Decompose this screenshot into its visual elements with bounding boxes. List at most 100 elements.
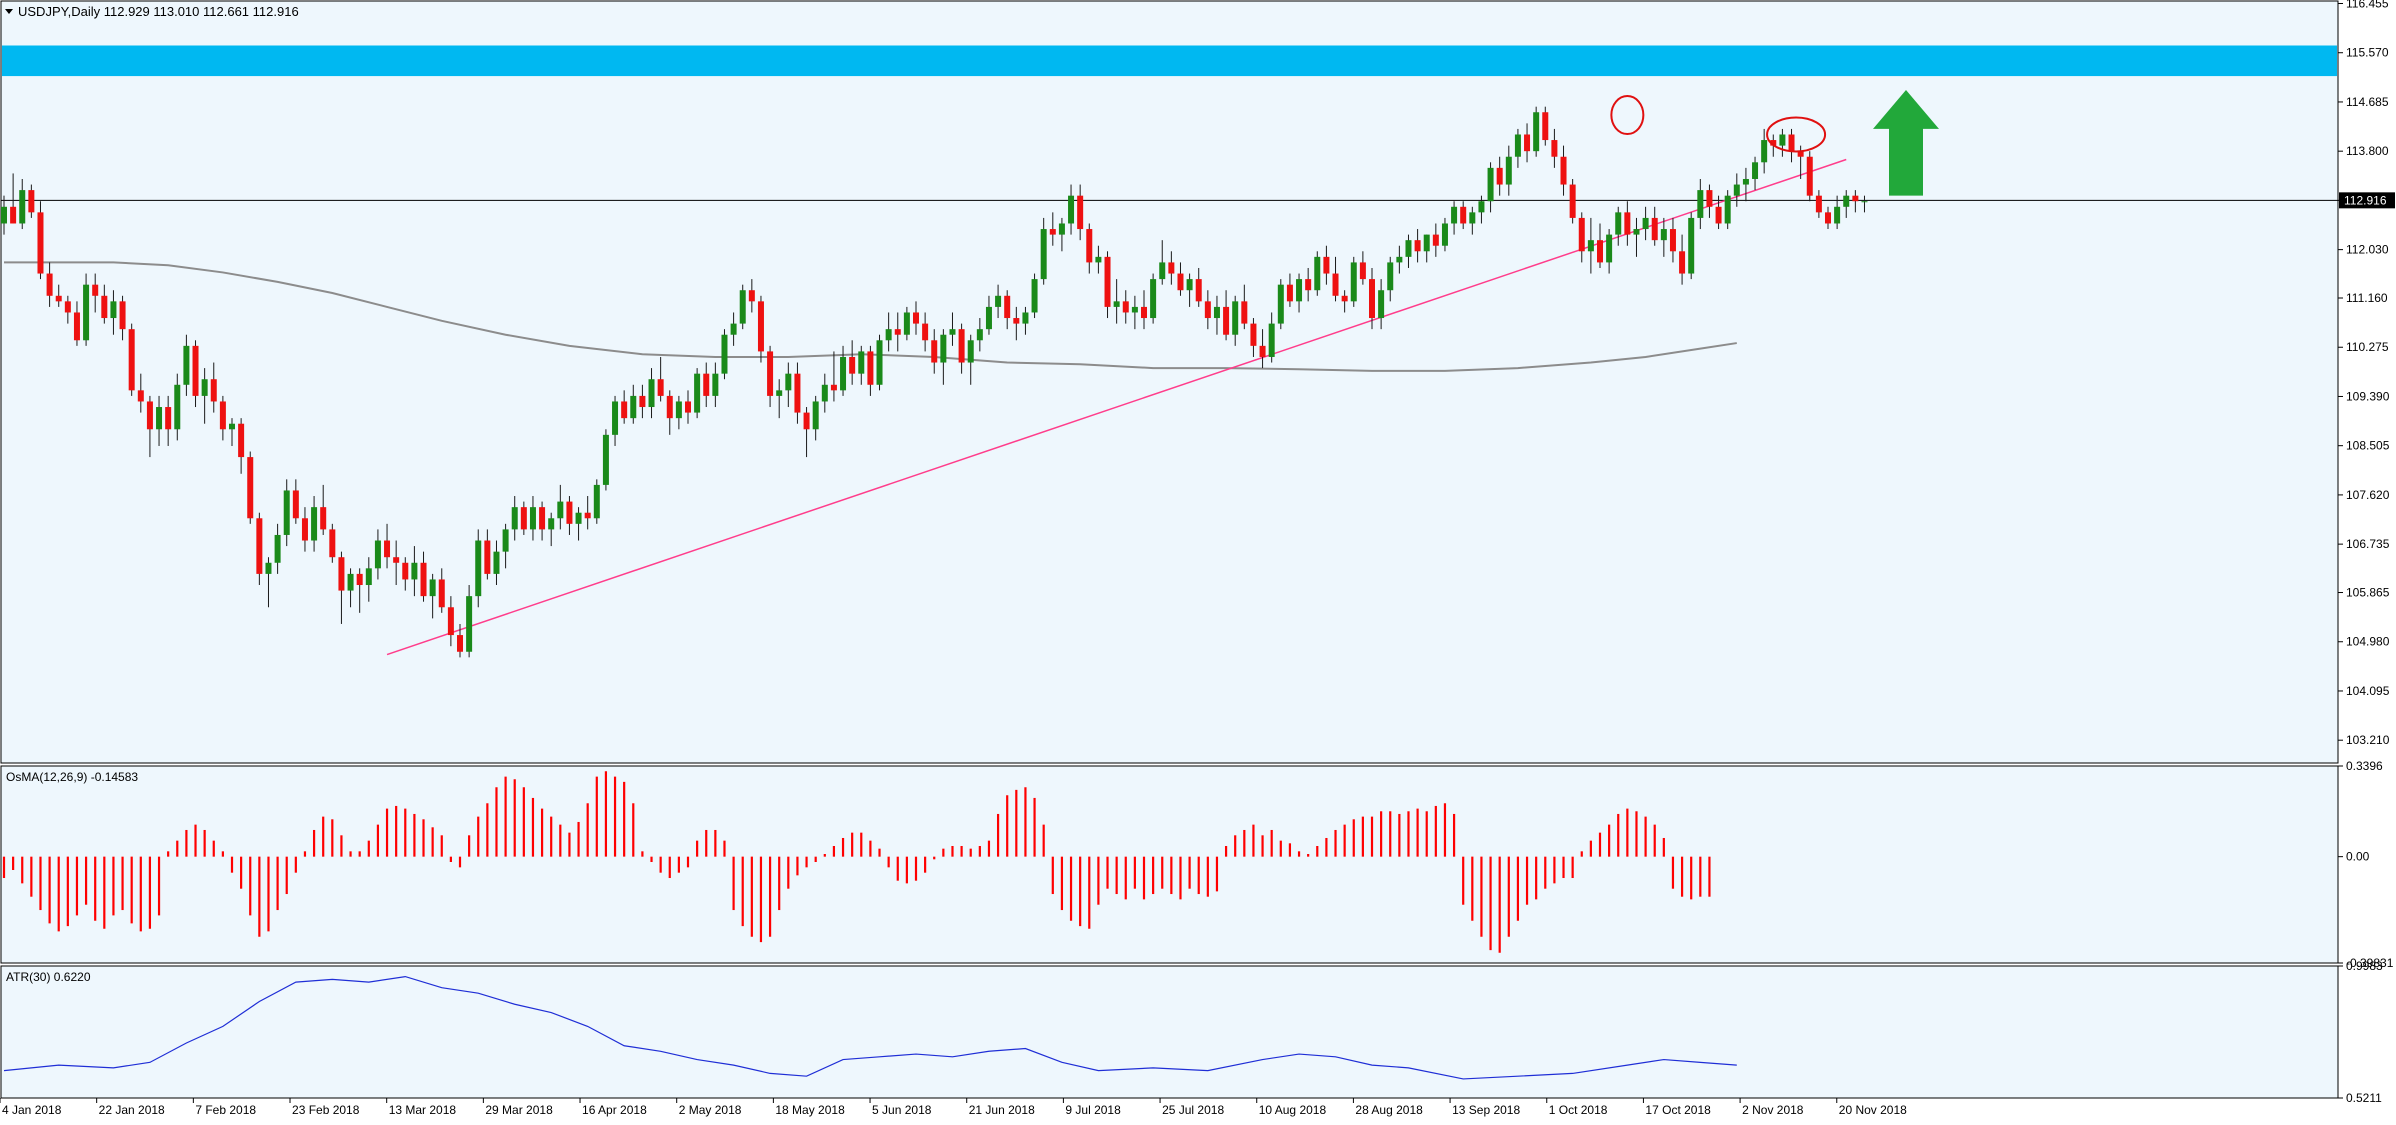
candle-body (748, 290, 755, 302)
candle-body (101, 295, 108, 319)
price-tick-label: 107.620 (2346, 488, 2390, 502)
up-arrow-icon (1873, 89, 1939, 196)
candle-body (1469, 212, 1476, 224)
candle-body (92, 284, 99, 296)
candle-body (539, 507, 546, 530)
candle-body (311, 507, 318, 541)
candle-body (1679, 251, 1686, 274)
candle-body (830, 384, 837, 391)
osma-tick-label: 0.3396 (2346, 759, 2383, 773)
atr-line (3, 975, 1737, 1080)
candle-body (1314, 256, 1321, 291)
candle-body (721, 334, 728, 374)
candle-body (137, 390, 144, 402)
trendline (386, 158, 1847, 656)
candle-body (511, 507, 518, 530)
candle-body (10, 206, 17, 224)
candle-body (1487, 167, 1494, 202)
candle-body (575, 512, 582, 524)
candle-body (885, 329, 892, 341)
candle-body (593, 484, 600, 519)
candle-body (785, 373, 792, 391)
candle-body (949, 329, 956, 335)
candle-body (1861, 201, 1868, 203)
candle-body (28, 190, 35, 213)
candle-body (1186, 279, 1193, 291)
date-tick-label: 18 May 2018 (775, 1103, 845, 1117)
candle-body (821, 384, 828, 402)
candle-body (757, 301, 764, 352)
peak-circle-1 (1610, 95, 1645, 136)
candle-body (55, 295, 62, 302)
candle-body (812, 401, 819, 430)
candle-body (283, 490, 290, 535)
candle-body (685, 401, 691, 413)
candle-body (46, 273, 53, 296)
candle-body (520, 507, 527, 530)
candle-body (1496, 167, 1503, 185)
candle-body (703, 373, 710, 396)
candle-body (548, 518, 555, 530)
candle-body (730, 323, 737, 335)
candle-body (666, 395, 673, 419)
candle-body (402, 562, 409, 580)
candle-body (64, 301, 71, 313)
candle-body (1724, 195, 1731, 224)
date-tick-label: 13 Mar 2018 (389, 1103, 457, 1117)
date-tick-label: 4 Jan 2018 (2, 1103, 62, 1117)
candle-body (1104, 256, 1111, 307)
candle-body (1213, 306, 1220, 319)
candle-body (1697, 190, 1704, 218)
candle-body (712, 373, 719, 396)
candle-body (356, 573, 363, 586)
candle-body (1168, 262, 1175, 274)
date-tick-label: 7 Feb 2018 (195, 1103, 256, 1117)
candle-body (931, 340, 938, 363)
candle-body (739, 290, 746, 324)
candle-body (657, 379, 664, 396)
price-tick-label: 108.505 (2346, 439, 2390, 453)
date-tick-label: 2 Nov 2018 (1742, 1103, 1804, 1117)
osma-tick-label: 0.00 (2346, 850, 2370, 864)
candle-body (1022, 312, 1029, 324)
price-tick-label: 104.980 (2346, 635, 2390, 649)
candle-body (1597, 240, 1603, 263)
current-price-label: 112.916 (2344, 193, 2387, 207)
price-pane (0, 0, 2339, 764)
date-tick-label: 10 Aug 2018 (1259, 1103, 1327, 1117)
candle-body (1779, 134, 1786, 146)
candle-body (1341, 295, 1348, 302)
candle-body (1441, 223, 1448, 246)
candle-body (1350, 262, 1357, 302)
candle-body (73, 312, 80, 341)
candle-body (903, 312, 910, 335)
candle-body (557, 501, 564, 519)
candle-body (393, 557, 400, 563)
candle-body (612, 401, 619, 435)
candle-body (484, 540, 491, 574)
candle-body (776, 390, 783, 396)
price-tick-label: 111.160 (2346, 291, 2388, 305)
date-tick-label: 1 Oct 2018 (1549, 1103, 1608, 1117)
candle-body (1578, 217, 1585, 252)
candle-body (1049, 229, 1056, 235)
candle-body (1715, 206, 1722, 224)
candle-body (256, 518, 263, 574)
candle-body (1551, 140, 1558, 157)
symbol-header: USDJPY,Daily 112.929 113.010 112.661 112… (18, 4, 299, 19)
candle-body (1642, 217, 1649, 230)
candle-body (940, 334, 947, 363)
candle-body (913, 312, 919, 324)
candle-body (1378, 290, 1385, 319)
candle-body (1788, 134, 1795, 152)
candle-body (1405, 240, 1412, 257)
candle-body (156, 407, 163, 430)
price-tick-label: 116.455 (2346, 0, 2389, 11)
price-tick-label: 104.095 (2346, 684, 2390, 698)
candle-body (985, 306, 992, 330)
candle-body (995, 295, 1002, 307)
candle-body (1159, 262, 1166, 280)
atr-tick-label: 0.9983 (2346, 959, 2383, 973)
candle-body (265, 562, 272, 574)
candle-body (1141, 306, 1147, 319)
